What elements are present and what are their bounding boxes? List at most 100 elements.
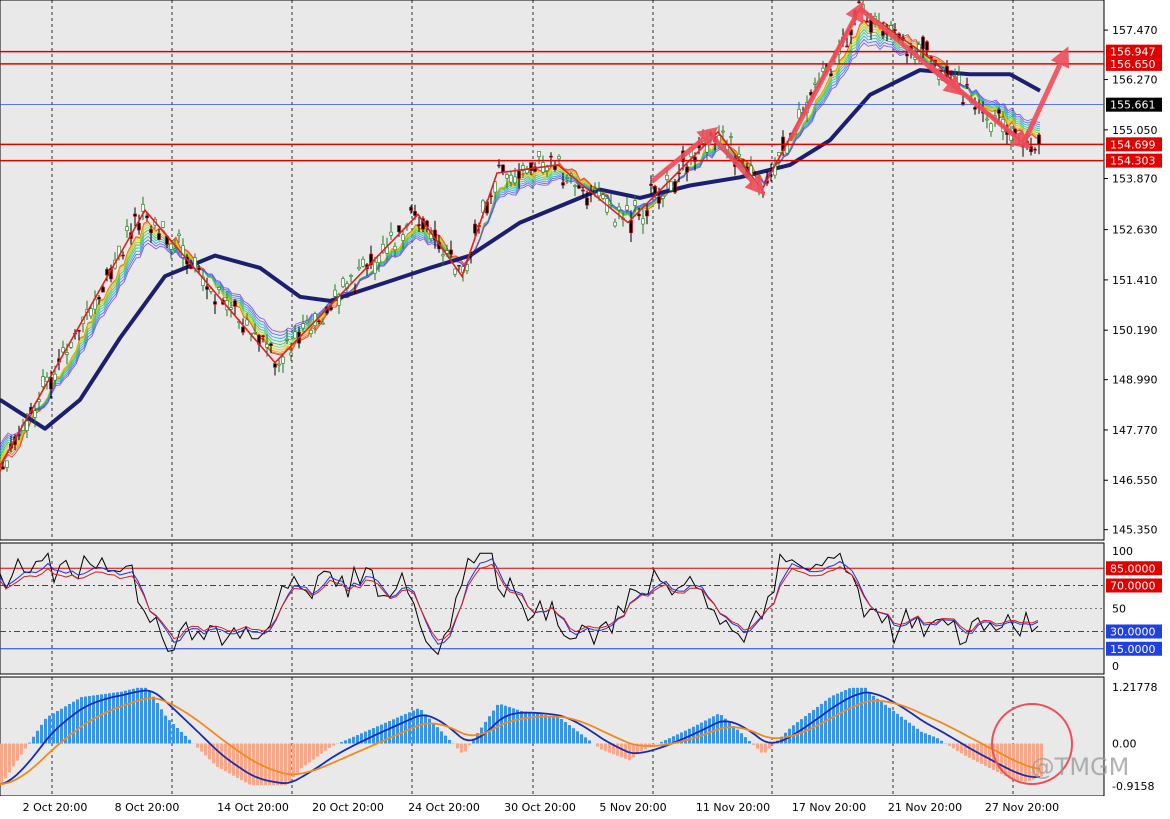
macd-hist-bar (332, 744, 335, 746)
candle-body (990, 124, 993, 132)
macd-hist-bar (32, 737, 35, 744)
macd-hist-bar (916, 729, 919, 744)
macd-hist-bar (320, 744, 323, 754)
macd-hist-bar (956, 744, 959, 751)
stoch-level-label: 70.0000 (1110, 580, 1156, 593)
candle-body (754, 174, 757, 175)
macd-hist-bar (288, 744, 291, 782)
macd-hist-bar (28, 743, 31, 744)
watermark-logo: @TMGM (1031, 753, 1130, 781)
macd-hist-bar (728, 722, 731, 743)
macd-hist-bar (928, 735, 931, 744)
candle-body (394, 246, 397, 249)
candle-body (686, 167, 689, 172)
macd-hist-bar (68, 704, 71, 743)
candle-body (162, 222, 165, 228)
macd-hist-bar (504, 706, 507, 744)
macd-hist-bar (160, 709, 163, 743)
stoch-tick-label: 0 (1112, 660, 1119, 673)
candle-body (6, 461, 9, 468)
macd-hist-bar (868, 692, 871, 743)
macd-hist-bar (660, 742, 663, 744)
macd-hist-bar (1004, 744, 1007, 777)
candle-body (618, 207, 621, 210)
candle-body (310, 330, 313, 333)
y-tick-label: 153.870 (1112, 172, 1158, 185)
macd-hist-bar (844, 690, 847, 744)
macd-hist-bar (12, 744, 15, 767)
candle-body (954, 79, 957, 81)
macd-hist-bar (140, 688, 143, 744)
macd-hist-bar (588, 740, 591, 743)
macd-hist-bar (920, 732, 923, 744)
candle-body (894, 30, 897, 31)
candle-body (354, 292, 357, 294)
stoch-level-label: 15.0000 (1110, 643, 1156, 656)
macd-hist-bar (856, 688, 859, 744)
y-tick-label: 147.770 (1112, 424, 1158, 437)
y-tick-label: 145.350 (1112, 524, 1158, 537)
candle-body (666, 175, 669, 179)
macd-hist-bar (732, 726, 735, 744)
macd-hist-bar (156, 703, 159, 743)
candle-body (846, 46, 849, 47)
macd-hist-bar (204, 744, 207, 756)
candle-body (26, 421, 29, 431)
macd-hist-bar (48, 716, 51, 744)
macd-hist-bar (52, 713, 55, 743)
candle-body (658, 197, 661, 204)
macd-hist-bar (540, 714, 543, 743)
level-label: 156.650 (1110, 58, 1156, 71)
candle-body (306, 321, 309, 323)
candle-body (138, 223, 141, 230)
macd-hist-bar (428, 719, 431, 744)
y-tick-label: 151.410 (1112, 274, 1158, 287)
candle-body (458, 265, 461, 266)
macd-hist-bar (344, 740, 347, 743)
macd-hist-bar (840, 692, 843, 744)
macd-hist-bar (932, 736, 935, 743)
macd-hist-bar (1012, 744, 1015, 780)
candle-body (190, 266, 193, 268)
macd-hist-bar (316, 744, 319, 757)
macd-hist-bar (496, 705, 499, 744)
macd-hist-bar (196, 744, 199, 748)
candle-body (286, 339, 289, 340)
y-tick-label: 148.990 (1112, 374, 1158, 387)
macd-hist-bar (924, 733, 927, 743)
macd-hist-bar (308, 744, 311, 763)
macd-hist-bar (0, 744, 3, 785)
macd-hist-bar (632, 744, 635, 758)
candle-body (598, 191, 601, 195)
candle-body (998, 110, 1001, 114)
macd-hist-bar (284, 744, 287, 786)
candle-body (214, 302, 217, 305)
candle-body (722, 131, 725, 132)
y-tick-label: 155.050 (1112, 124, 1158, 137)
candle-body (442, 255, 445, 256)
candle-body (526, 170, 529, 173)
macd-hist-bar (200, 744, 203, 752)
candle-body (514, 177, 517, 183)
macd-hist-bar (572, 728, 575, 743)
macd-hist-bar (80, 697, 83, 743)
macd-tick-label: -0.9158 (1112, 780, 1154, 793)
macd-hist-bar (188, 740, 191, 744)
candle-body (322, 323, 325, 324)
candle-body (642, 219, 645, 224)
macd-hist-bar (400, 716, 403, 744)
macd-tick-label: 1.21778 (1112, 681, 1158, 694)
candle-body (1034, 149, 1037, 150)
candle-body (922, 37, 925, 49)
macd-hist-bar (860, 688, 863, 744)
candle-body (662, 196, 665, 198)
candle-body (410, 207, 413, 210)
candle-body (242, 327, 245, 332)
candle-body (2, 467, 5, 469)
macd-hist-bar (20, 744, 23, 755)
macd-hist-bar (524, 712, 527, 744)
candle-body (562, 183, 565, 186)
macd-hist-bar (888, 708, 891, 744)
x-tick-label: 20 Oct 20:00 (312, 801, 384, 814)
